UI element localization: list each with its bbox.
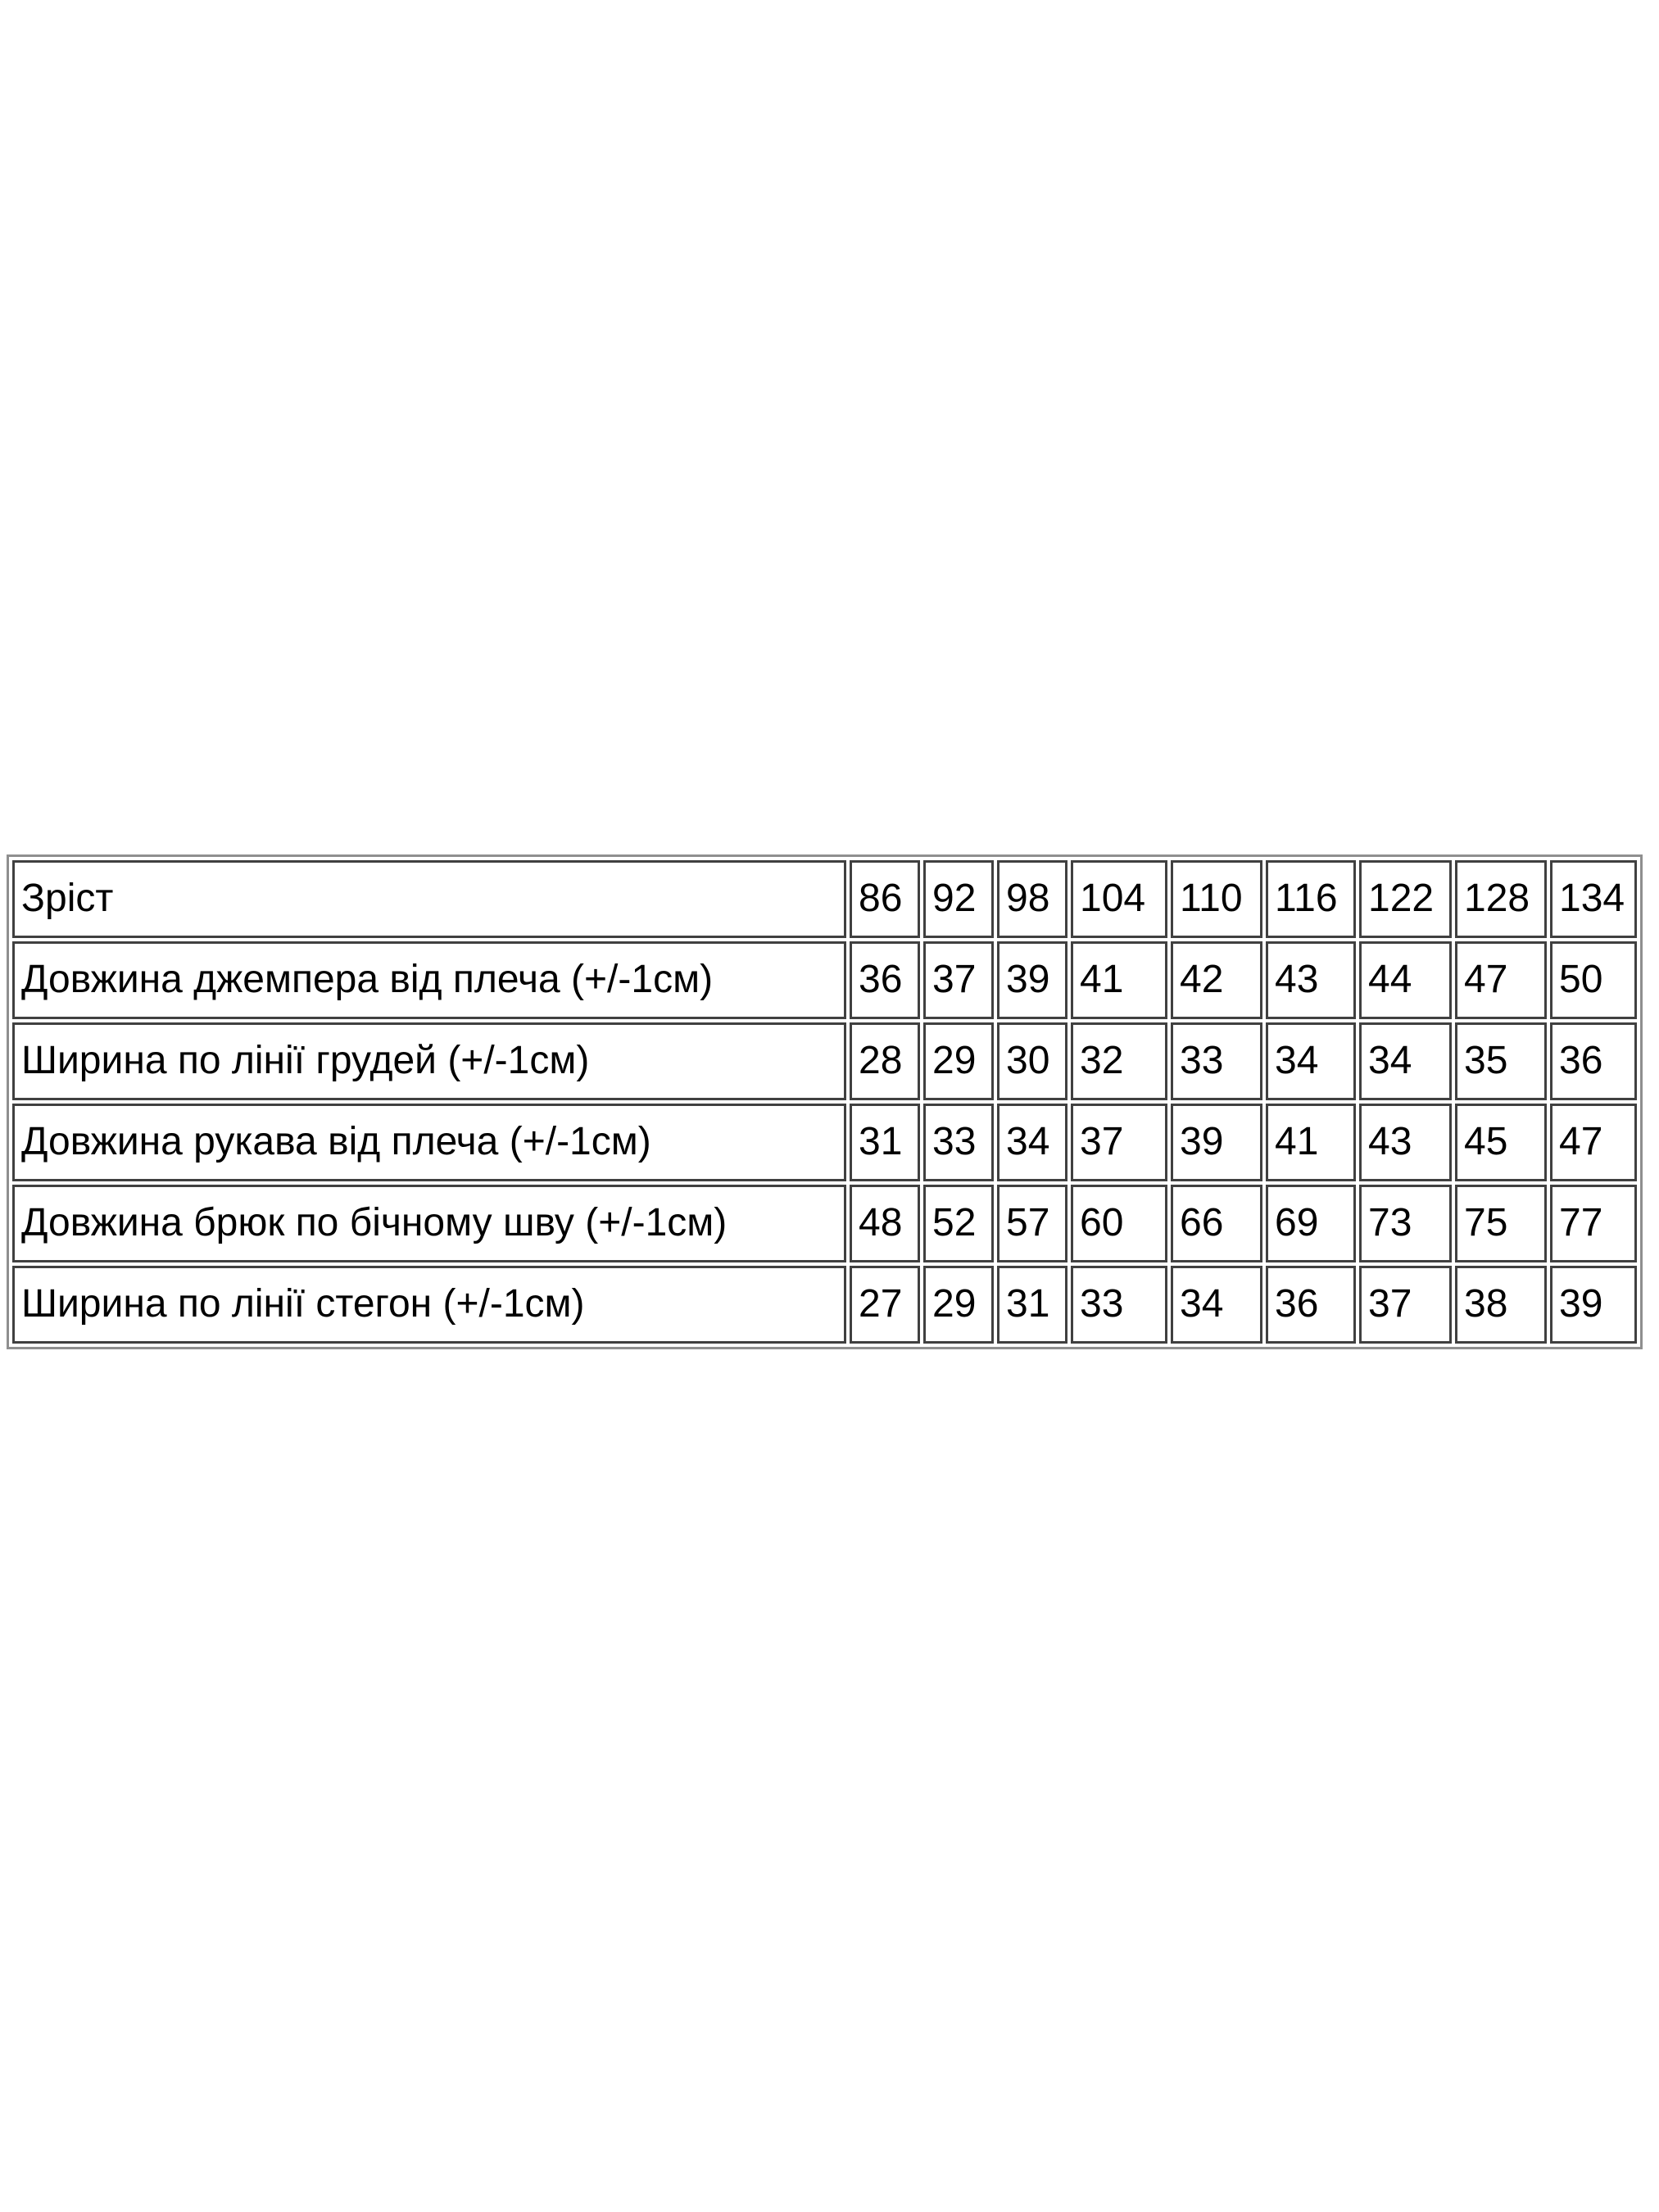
value-cell: 30 xyxy=(997,1022,1067,1100)
value-cell: 38 xyxy=(1455,1266,1547,1344)
table-row: Зріст 86 92 98 104 110 116 122 128 134 xyxy=(12,860,1637,938)
value-cell: 33 xyxy=(1171,1022,1262,1100)
value-cell: 33 xyxy=(1071,1266,1167,1344)
value-cell: 36 xyxy=(1550,1022,1637,1100)
value-cell: 35 xyxy=(1455,1022,1547,1100)
row-label: Ширина по лінії стегон (+/-1см) xyxy=(12,1266,846,1344)
value-cell: 41 xyxy=(1071,941,1167,1019)
value-cell: 29 xyxy=(923,1022,994,1100)
value-cell: 31 xyxy=(850,1104,920,1181)
table-row: Довжина брюк по бічному шву (+/-1см) 48 52… xyxy=(12,1185,1637,1262)
value-cell: 43 xyxy=(1359,1104,1452,1181)
value-cell: 36 xyxy=(1266,1266,1356,1344)
value-cell: 122 xyxy=(1359,860,1452,938)
size-chart-table: Зріст 86 92 98 104 110 116 122 128 134 Довжина дже… xyxy=(7,854,1643,1349)
value-cell: 43 xyxy=(1266,941,1356,1019)
row-label: Ширина по лінії грудей (+/-1см) xyxy=(12,1022,846,1100)
value-cell: 47 xyxy=(1550,1104,1637,1181)
value-cell: 50 xyxy=(1550,941,1637,1019)
table-row: Ширина по лінії грудей (+/-1см) 28 29 30 32 3… xyxy=(12,1022,1637,1100)
value-cell: 45 xyxy=(1455,1104,1547,1181)
value-cell: 39 xyxy=(997,941,1067,1019)
value-cell: 104 xyxy=(1071,860,1167,938)
value-cell: 27 xyxy=(850,1266,920,1344)
value-cell: 128 xyxy=(1455,860,1547,938)
value-cell: 31 xyxy=(997,1266,1067,1344)
value-cell: 41 xyxy=(1266,1104,1356,1181)
value-cell: 37 xyxy=(923,941,994,1019)
value-cell: 37 xyxy=(1071,1104,1167,1181)
value-cell: 34 xyxy=(1171,1266,1262,1344)
table-row: Ширина по лінії стегон (+/-1см) 27 29 31 33 3… xyxy=(12,1266,1637,1344)
value-cell: 73 xyxy=(1359,1185,1452,1262)
value-cell: 34 xyxy=(997,1104,1067,1181)
value-cell: 77 xyxy=(1550,1185,1637,1262)
value-cell: 69 xyxy=(1266,1185,1356,1262)
value-cell: 75 xyxy=(1455,1185,1547,1262)
value-cell: 42 xyxy=(1171,941,1262,1019)
value-cell: 36 xyxy=(850,941,920,1019)
value-cell: 32 xyxy=(1071,1022,1167,1100)
value-cell: 66 xyxy=(1171,1185,1262,1262)
table-row: Довжина джемпера від плеча (+/-1см) 36 37 3… xyxy=(12,941,1637,1019)
value-cell: 60 xyxy=(1071,1185,1167,1262)
value-cell: 37 xyxy=(1359,1266,1452,1344)
row-label: Довжина рукава від плеча (+/-1см) xyxy=(12,1104,846,1181)
value-cell: 39 xyxy=(1171,1104,1262,1181)
value-cell: 34 xyxy=(1266,1022,1356,1100)
value-cell: 33 xyxy=(923,1104,994,1181)
value-cell: 29 xyxy=(923,1266,994,1344)
value-cell: 52 xyxy=(923,1185,994,1262)
row-label: Довжина джемпера від плеча (+/-1см) xyxy=(12,941,846,1019)
value-cell: 110 xyxy=(1171,860,1262,938)
value-cell: 86 xyxy=(850,860,920,938)
value-cell: 98 xyxy=(997,860,1067,938)
size-chart-body: Зріст 86 92 98 104 110 116 122 128 134 Довжина дже… xyxy=(12,860,1637,1344)
value-cell: 34 xyxy=(1359,1022,1452,1100)
value-cell: 92 xyxy=(923,860,994,938)
table-row: Довжина рукава від плеча (+/-1см) 31 33 34 3… xyxy=(12,1104,1637,1181)
value-cell: 44 xyxy=(1359,941,1452,1019)
value-cell: 134 xyxy=(1550,860,1637,938)
value-cell: 28 xyxy=(850,1022,920,1100)
value-cell: 48 xyxy=(850,1185,920,1262)
value-cell: 39 xyxy=(1550,1266,1637,1344)
value-cell: 47 xyxy=(1455,941,1547,1019)
value-cell: 57 xyxy=(997,1185,1067,1262)
row-label: Довжина брюк по бічному шву (+/-1см) xyxy=(12,1185,846,1262)
value-cell: 116 xyxy=(1266,860,1356,938)
row-label: Зріст xyxy=(12,860,846,938)
